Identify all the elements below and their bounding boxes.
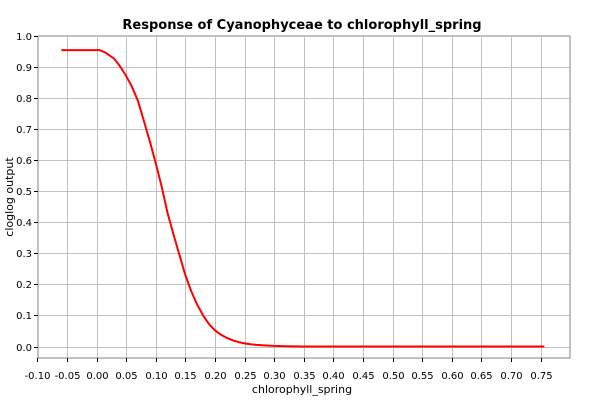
- y-tick-label: 0.5: [16, 187, 32, 198]
- y-tick-label: 0.8: [16, 94, 32, 105]
- y-tick-label: 0.4: [16, 218, 32, 229]
- x-tick-label: -0.05: [55, 371, 81, 382]
- y-tick-label: 1.0: [16, 32, 32, 43]
- x-tick-label: 0.15: [174, 371, 196, 382]
- x-tick-label: 0.60: [441, 371, 463, 382]
- x-tick-label: 0.65: [470, 371, 492, 382]
- x-tick-label: 0.35: [293, 371, 315, 382]
- y-tick-label: 0.9: [16, 63, 32, 74]
- chart-title: Response of Cyanophyceae to chlorophyll_…: [122, 18, 481, 33]
- y-tick-label: 0.7: [16, 125, 32, 136]
- x-tick-label: 0.55: [411, 371, 433, 382]
- x-axis-label: chlorophyll_spring: [252, 383, 352, 396]
- y-tick-labels: 0.0 0.1 0.2 0.3 0.4 0.5 0.6 0.7 0.8 0.9 1.0: [16, 32, 32, 354]
- x-tick-label: -0.10: [25, 371, 51, 382]
- x-tick-label: 0.05: [115, 371, 137, 382]
- x-tick-label: 0.75: [530, 371, 552, 382]
- y-tick-label: 0.2: [16, 280, 32, 291]
- y-tick-label: 0.0: [16, 343, 32, 354]
- axis-ticks: [34, 36, 542, 362]
- x-tick-labels: -0.10 -0.05 0.00 0.05 0.10 0.15 0.20 0.25 0.30 0.…: [25, 371, 553, 382]
- x-tick-label: 0.20: [204, 371, 226, 382]
- x-tick-label: 0.10: [145, 371, 167, 382]
- x-tick-label: 0.25: [234, 371, 256, 382]
- y-tick-label: 0.3: [16, 249, 32, 260]
- x-tick-label: 0.00: [86, 371, 108, 382]
- x-tick-label: 0.30: [263, 371, 285, 382]
- x-tick-label: 0.45: [352, 371, 374, 382]
- series-layer: [61, 49, 545, 348]
- x-tick-label: 0.50: [382, 371, 404, 382]
- y-tick-label: 0.6: [16, 156, 32, 167]
- y-axis-label: cloglog output: [3, 157, 16, 237]
- y-tick-label: 0.1: [16, 311, 32, 322]
- x-tick-label: 0.70: [500, 371, 522, 382]
- x-tick-label: 0.40: [322, 371, 344, 382]
- grid-lines: [38, 36, 570, 358]
- series-line: [61, 49, 545, 348]
